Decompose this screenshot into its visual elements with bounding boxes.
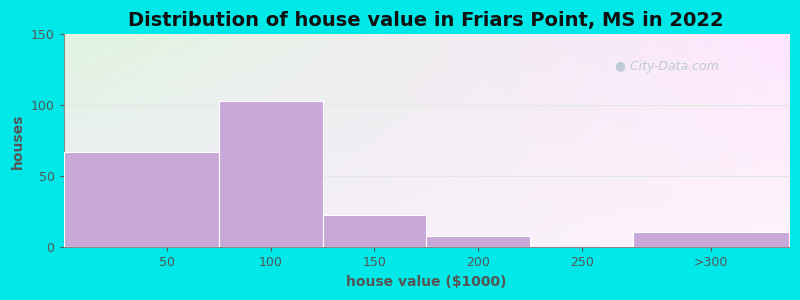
Y-axis label: houses: houses bbox=[11, 113, 25, 169]
Bar bbox=[63, 152, 219, 247]
Text: ● City-Data.com: ● City-Data.com bbox=[615, 60, 718, 73]
Bar bbox=[634, 232, 789, 247]
Title: Distribution of house value in Friars Point, MS in 2022: Distribution of house value in Friars Po… bbox=[129, 11, 724, 30]
Bar bbox=[219, 101, 322, 247]
Bar bbox=[322, 215, 426, 247]
Bar bbox=[426, 236, 530, 247]
X-axis label: house value ($1000): house value ($1000) bbox=[346, 275, 506, 289]
